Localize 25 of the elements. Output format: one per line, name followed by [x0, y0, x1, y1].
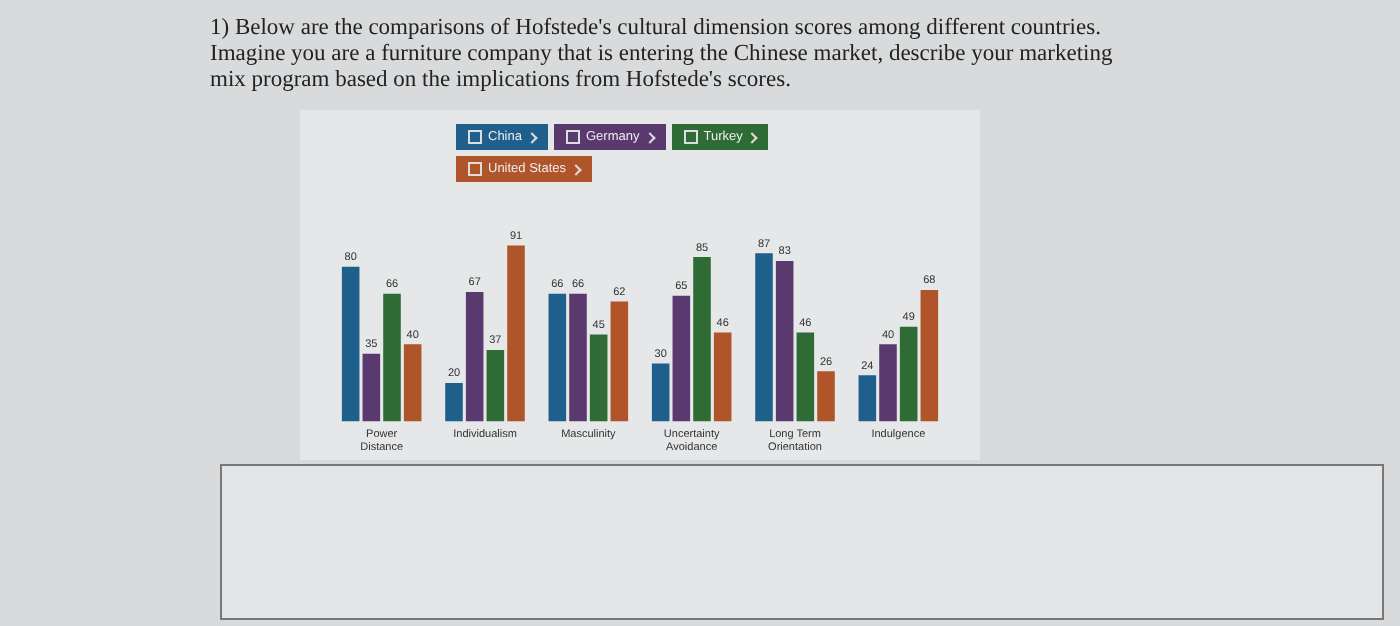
bar — [486, 349, 505, 422]
bar — [383, 293, 401, 422]
bar — [569, 293, 587, 422]
bar — [403, 344, 422, 422]
bar — [445, 382, 463, 422]
bar — [651, 363, 670, 422]
bar — [713, 332, 732, 422]
bar — [465, 291, 484, 422]
bar — [755, 253, 773, 422]
bar — [672, 295, 691, 422]
bar — [879, 344, 897, 422]
bar — [817, 371, 835, 422]
bar — [548, 293, 567, 422]
chart-title: 1) Below are the comparisons of Hofstede's cultural dimension scores among different countries. Imagine you are a furniture company that is entering the Chinese market, describe your marketing mix program based on the implications from Hofstede's scores. — [210, 16, 1115, 94]
bar — [858, 375, 877, 422]
bar — [796, 332, 815, 422]
bar — [610, 301, 629, 422]
bar — [507, 245, 525, 422]
bar — [362, 353, 381, 422]
bar — [589, 334, 608, 422]
bar — [341, 266, 360, 422]
bar — [775, 260, 794, 422]
bar — [899, 326, 918, 422]
bar — [693, 257, 711, 422]
bar — [920, 289, 939, 422]
